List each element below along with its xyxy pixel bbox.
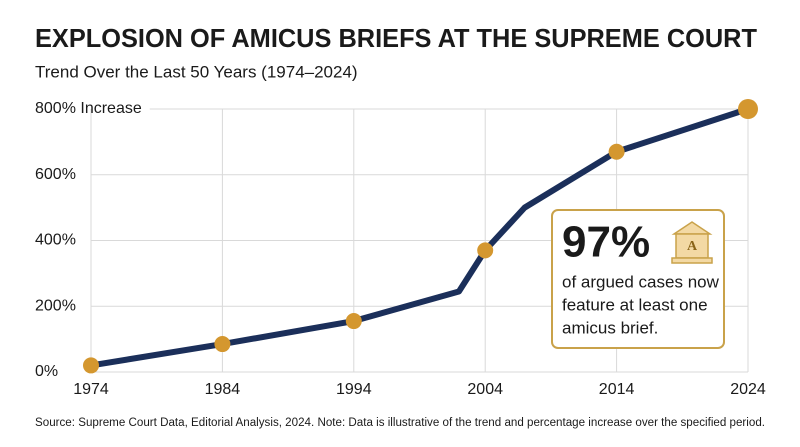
x-tick-label: 2024 bbox=[730, 381, 766, 398]
chart-title: EXPLOSION OF AMICUS BRIEFS AT THE SUPREM… bbox=[35, 23, 757, 53]
x-tick-label: 2014 bbox=[599, 381, 635, 398]
source-note: Source: Supreme Court Data, Editorial An… bbox=[35, 417, 765, 429]
annotation-line: amicus brief. bbox=[562, 318, 658, 337]
annotation-line: feature at least one bbox=[562, 295, 708, 314]
data-point bbox=[608, 143, 625, 160]
data-line bbox=[88, 106, 751, 369]
courthouse-icon: A bbox=[671, 221, 713, 264]
annotation-line: of argued cases now bbox=[562, 272, 720, 291]
y-tick-label: 0% bbox=[35, 363, 58, 380]
annotation-box: 97% A of argued cases now feature at leas… bbox=[551, 209, 725, 349]
data-point bbox=[738, 99, 758, 119]
data-point bbox=[477, 242, 494, 259]
plot-area bbox=[83, 99, 758, 374]
x-tick-label: 2004 bbox=[467, 381, 503, 398]
y-tick-label: 600% bbox=[35, 166, 76, 183]
chart-subtitle: Trend Over the Last 50 Years (1974–2024) bbox=[35, 62, 358, 81]
data-point bbox=[214, 336, 231, 353]
icon-letter: A bbox=[687, 239, 698, 254]
y-tick-label: 400% bbox=[35, 232, 76, 249]
y-tick-label: 800% Increase bbox=[35, 100, 142, 117]
x-tick-label: 1974 bbox=[73, 381, 109, 398]
annotation-headline: 97% bbox=[562, 218, 650, 267]
x-tick-label: 1994 bbox=[336, 381, 372, 398]
data-point bbox=[83, 357, 99, 374]
x-tick-label: 1984 bbox=[205, 381, 241, 398]
y-tick-label: 200% bbox=[35, 297, 76, 314]
data-point bbox=[345, 313, 362, 330]
